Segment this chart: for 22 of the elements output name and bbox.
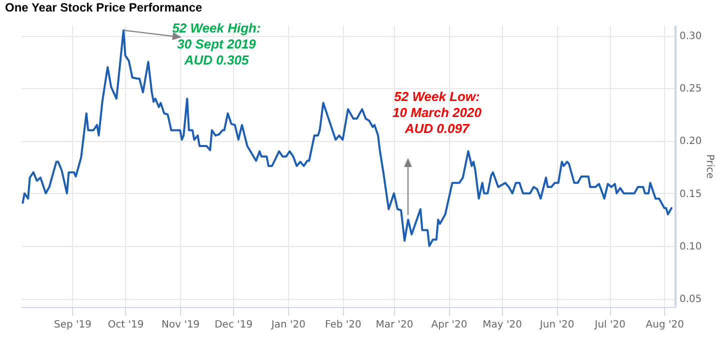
x-tick-label: Sep '19: [54, 320, 92, 330]
x-tick-label: Jan '20: [270, 320, 306, 330]
y-axis-title: Price: [704, 154, 715, 179]
chart-title: One Year Stock Price Performance: [5, 0, 203, 14]
y-tick-label: 0.05: [680, 294, 702, 306]
x-tick-label: Jul '20: [594, 320, 626, 330]
x-tick-label: Mar '20: [376, 320, 414, 330]
y-tick-label: 0.20: [680, 136, 702, 148]
x-tick-label: Jun '20: [538, 320, 574, 330]
annotation: 52 Week Low: 10 March 2020 AUD 0.097: [392, 89, 482, 136]
x-tick-label: Aug '20: [646, 320, 684, 330]
y-tick-label: 0.10: [680, 241, 702, 252]
x-tick-label: Feb '20: [325, 320, 362, 330]
x-tick-label: Oct '19: [108, 320, 144, 330]
annotation: 52 Week High: 30 Sept 2019 AUD 0.305: [172, 20, 261, 68]
x-tick-label: Apr '20: [431, 320, 468, 330]
x-tick-label: May '20: [482, 320, 522, 330]
y-tick-label: 0.30: [680, 31, 702, 42]
y-tick-label: 0.25: [680, 84, 702, 95]
x-tick-label: Nov '19: [161, 320, 200, 330]
x-tick-label: Dec '19: [214, 320, 253, 330]
y-tick-label: 0.15: [680, 188, 702, 200]
